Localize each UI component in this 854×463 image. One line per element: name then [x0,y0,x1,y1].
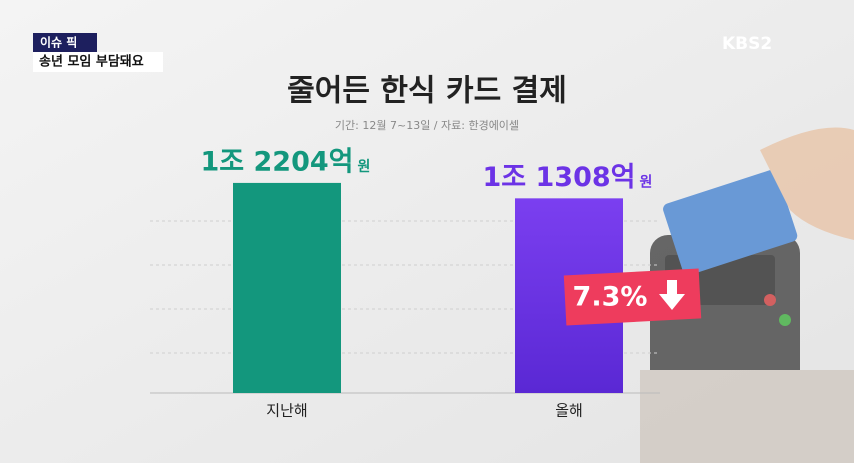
badge: 이슈 픽 [40,35,77,50]
x-tick-label: 지난해 [266,402,307,420]
annotation-box [563,268,702,326]
chart-title: 줄어든 한식 카드 결제 [287,74,567,109]
value-unit: 원 [640,174,653,190]
value-label: 1조 2204억 [200,146,353,177]
badge-box [33,33,97,52]
caption: 송년 모임 부담돼요 [39,54,144,70]
chart-subtitle: 기간: 12월 7~13일 / 자료: 한경에이셀 [335,118,519,132]
x-tick-label: 올해 [555,402,583,420]
photo [640,127,854,463]
channel-logo: KBS2 [722,34,772,54]
bar [233,182,341,393]
caption-box [33,52,163,72]
annotation: 7.3% [573,282,648,313]
down-arrow [659,280,685,310]
value-unit: 원 [358,159,371,175]
value-label: 1조 1308억 [482,162,635,193]
